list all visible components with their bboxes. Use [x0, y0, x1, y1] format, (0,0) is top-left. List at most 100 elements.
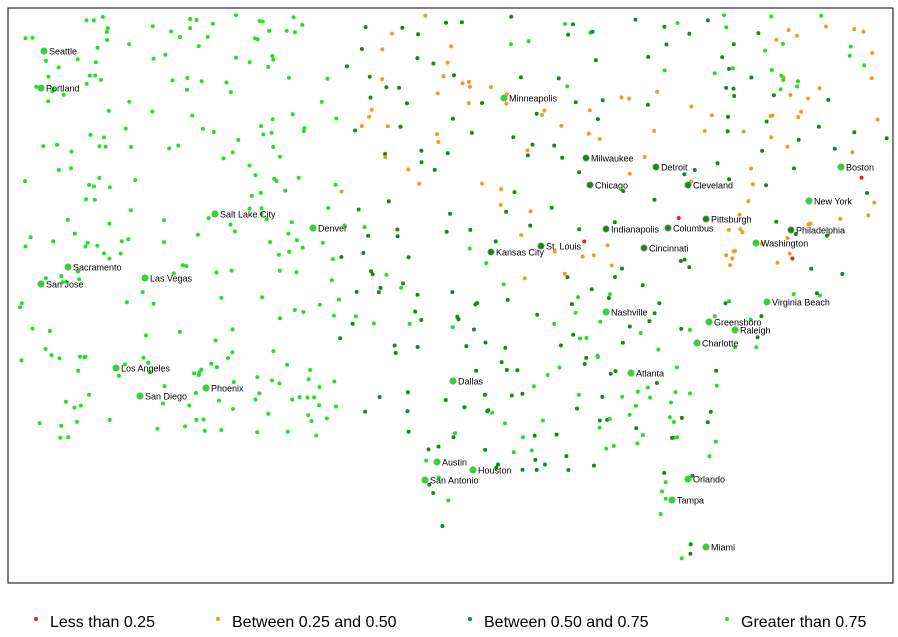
- dot: [58, 435, 63, 440]
- dot: [556, 76, 561, 81]
- dot: [151, 301, 156, 306]
- dot: [730, 256, 735, 261]
- dot: [259, 212, 264, 216]
- dot: [56, 168, 61, 172]
- dot: [270, 117, 275, 122]
- dot: [826, 97, 831, 102]
- city-label: Chicago: [595, 180, 628, 190]
- dot: [423, 13, 428, 18]
- dot: [613, 275, 617, 279]
- dot: [144, 333, 148, 338]
- dot: [234, 13, 238, 18]
- dot: [740, 230, 745, 235]
- dot: [520, 435, 525, 440]
- dot: [817, 86, 822, 91]
- dot: [376, 290, 381, 295]
- city-label: Minneapolis: [509, 93, 558, 103]
- city-label: Philadelphia: [796, 225, 845, 235]
- dot: [817, 293, 822, 298]
- legend: Less than 0.25 Between 0.25 and 0.50 Betwe…: [34, 614, 867, 631]
- dot: [450, 290, 455, 295]
- legend-label: Between 0.25 and 0.50: [232, 614, 397, 631]
- dot: [793, 232, 798, 236]
- dot: [443, 398, 448, 402]
- dot: [557, 365, 562, 370]
- dot: [92, 197, 97, 202]
- dot: [591, 463, 596, 468]
- dot: [511, 450, 516, 455]
- city-label: Boston: [846, 162, 874, 172]
- dot: [306, 377, 311, 382]
- dot: [633, 403, 638, 408]
- dot: [558, 343, 563, 348]
- dot: [371, 321, 376, 326]
- dot: [771, 93, 776, 98]
- dot: [161, 401, 165, 406]
- dot: [294, 270, 299, 275]
- dot: [199, 367, 204, 372]
- dot: [162, 240, 166, 245]
- dot: [339, 255, 344, 259]
- dot: [608, 371, 613, 376]
- dot: [780, 41, 785, 46]
- dot: [440, 524, 445, 528]
- dot: [399, 285, 404, 290]
- dot: [756, 31, 761, 36]
- dot: [314, 433, 319, 438]
- dot: [540, 113, 544, 117]
- dot: [787, 251, 792, 256]
- dot: [522, 276, 527, 281]
- dot: [549, 205, 554, 210]
- dot: [286, 231, 291, 236]
- dot: [749, 166, 753, 171]
- dot: [709, 113, 714, 118]
- dot: [687, 265, 692, 270]
- dot: [708, 409, 713, 414]
- dot: [565, 84, 570, 89]
- dot: [77, 277, 82, 282]
- dot: [368, 95, 373, 100]
- dot: [386, 199, 391, 204]
- dot: [63, 399, 68, 404]
- dot: [732, 249, 737, 254]
- dot: [598, 319, 603, 324]
- dot: [509, 42, 513, 47]
- dot: [769, 135, 774, 140]
- dot: [635, 389, 640, 394]
- city-dot: [37, 280, 45, 288]
- dot: [499, 187, 504, 192]
- dot: [74, 419, 79, 424]
- dot: [788, 93, 793, 97]
- dot: [398, 124, 403, 129]
- dot: [620, 266, 624, 271]
- dot: [563, 21, 568, 26]
- dot: [416, 32, 421, 37]
- dot: [480, 181, 485, 186]
- dot: [674, 365, 679, 370]
- dot: [774, 37, 779, 42]
- dot: [642, 155, 647, 159]
- dot: [648, 395, 653, 400]
- dot: [46, 74, 51, 79]
- dot: [226, 356, 230, 360]
- legend-dot: [216, 617, 220, 621]
- dot: [655, 89, 660, 94]
- dot: [646, 54, 651, 59]
- dot: [590, 29, 595, 34]
- dot: [43, 276, 48, 281]
- dot: [483, 447, 488, 452]
- dot: [473, 302, 478, 307]
- city-label: Pittsburgh: [711, 214, 752, 224]
- dot: [253, 397, 258, 402]
- dot: [658, 512, 663, 516]
- city-label: Atlanta: [636, 368, 664, 378]
- dot: [272, 176, 277, 181]
- dot: [95, 45, 100, 50]
- dot: [509, 393, 514, 398]
- dot: [712, 314, 717, 319]
- dot: [188, 26, 193, 31]
- dot: [97, 176, 102, 180]
- dot: [722, 13, 726, 18]
- dot: [806, 222, 811, 227]
- city-label: Greensboro: [714, 317, 762, 327]
